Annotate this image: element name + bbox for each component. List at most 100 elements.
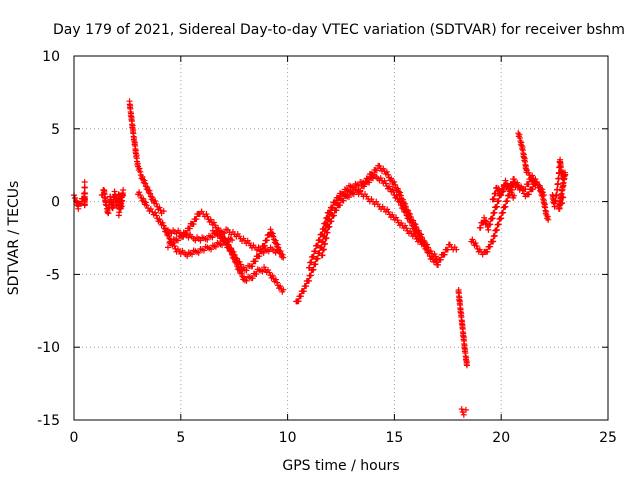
data-point	[81, 189, 88, 196]
data-point	[184, 253, 191, 260]
data-point	[314, 242, 321, 249]
chart-title: Day 179 of 2021, Sidereal Day-to-day VTE…	[53, 22, 625, 38]
data-point	[514, 179, 521, 186]
data-point	[221, 236, 228, 243]
data-point	[153, 200, 160, 207]
data-point	[203, 211, 210, 218]
data-point	[153, 212, 160, 219]
data-point	[81, 195, 88, 202]
data-point	[422, 243, 429, 250]
data-point	[498, 215, 505, 222]
data-point	[243, 277, 250, 284]
data-point	[273, 279, 280, 286]
y-tick-label: -10	[37, 340, 60, 356]
data-point	[263, 237, 270, 244]
data-point	[149, 194, 156, 201]
data-point	[402, 209, 409, 216]
data-point	[310, 266, 317, 273]
data-point	[204, 236, 211, 243]
data-point	[192, 237, 199, 244]
y-tick-label: 5	[51, 122, 60, 138]
data-point	[274, 241, 281, 248]
data-point	[554, 186, 561, 193]
x-tick-label: 25	[599, 430, 617, 446]
data-point	[159, 219, 166, 226]
data-point	[243, 267, 250, 274]
data-point	[321, 240, 328, 247]
data-point	[484, 248, 491, 255]
data-point	[444, 246, 451, 253]
data-point	[522, 186, 529, 193]
data-point	[297, 293, 304, 300]
data-point	[200, 247, 207, 254]
data-point	[391, 179, 398, 186]
y-tick-label: 0	[51, 195, 60, 211]
data-point	[197, 237, 204, 244]
series-arc-09	[318, 172, 460, 268]
data-point	[508, 189, 515, 196]
data-point	[152, 197, 159, 204]
data-point	[146, 187, 153, 194]
data-point	[169, 240, 176, 247]
data-point	[320, 246, 327, 253]
data-point	[394, 185, 401, 192]
data-point	[328, 218, 335, 225]
data-point	[139, 173, 146, 180]
data-point	[383, 168, 390, 175]
series-arc-00	[71, 179, 88, 212]
data-point	[346, 194, 353, 201]
data-point	[453, 246, 460, 253]
data-point	[366, 179, 373, 186]
data-point	[314, 255, 321, 262]
data-point	[384, 171, 391, 178]
data-point	[270, 233, 277, 240]
data-point	[136, 189, 143, 196]
data-point	[414, 229, 421, 236]
data-point	[229, 237, 236, 244]
data-point	[269, 272, 276, 279]
data-point	[272, 276, 279, 283]
data-point	[495, 197, 502, 204]
data-point	[105, 210, 112, 217]
data-point	[136, 165, 143, 172]
data-point	[493, 203, 500, 210]
data-point	[428, 253, 435, 260]
series-arc-01	[98, 186, 127, 219]
data-point	[303, 282, 310, 289]
series-arc-08	[305, 184, 428, 271]
data-point	[337, 202, 344, 209]
data-point	[144, 184, 151, 191]
data-point	[323, 234, 330, 241]
data-point	[525, 191, 532, 198]
data-point	[493, 226, 500, 233]
data-point	[238, 270, 245, 277]
data-point	[306, 264, 313, 271]
series-arc-15	[549, 156, 569, 212]
data-point	[483, 218, 490, 225]
grid	[74, 56, 608, 420]
data-point	[142, 199, 149, 206]
data-point	[210, 219, 217, 226]
data-point	[402, 206, 409, 213]
data-point	[149, 208, 156, 215]
data-point	[204, 213, 211, 220]
data-point	[258, 248, 265, 255]
data-point	[389, 186, 396, 193]
series-arc-02	[126, 98, 167, 217]
data-point	[305, 277, 312, 284]
data-point	[249, 263, 256, 270]
x-tick-label: 15	[385, 430, 403, 446]
data-point	[190, 221, 197, 228]
data-point	[272, 237, 279, 244]
data-point	[252, 258, 259, 265]
data-point	[324, 214, 331, 221]
data-point	[545, 216, 552, 223]
data-point	[500, 188, 507, 195]
data-point	[160, 222, 167, 229]
data-point	[218, 233, 225, 240]
data-point	[160, 208, 167, 215]
data-point	[532, 182, 539, 189]
data-point	[253, 271, 260, 278]
data-point	[225, 242, 232, 249]
series-arc-14	[489, 176, 539, 203]
